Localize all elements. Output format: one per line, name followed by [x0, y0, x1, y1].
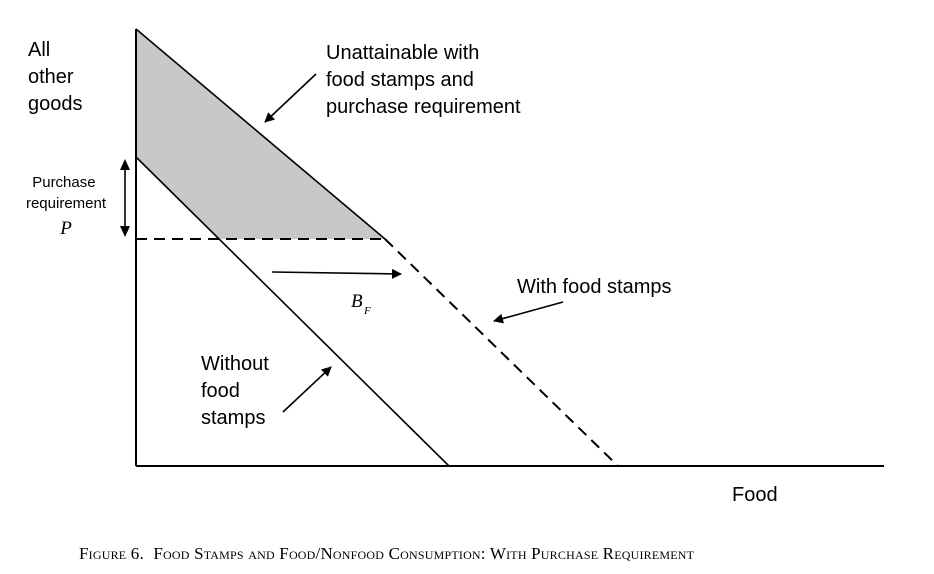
figure-title: Food Stamps and Food/Nonfood Consumption…: [153, 544, 694, 563]
figure-caption: Figure 6. Food Stamps and Food/Nonfood C…: [79, 544, 695, 563]
y-axis-label-line: goods: [28, 93, 83, 115]
x-axis-label: Food: [732, 484, 778, 506]
benefit-subscript: F: [363, 305, 371, 317]
y-axis-label-line: other: [28, 66, 74, 88]
bracket-arrow-up: [120, 159, 130, 170]
with-food-stamps-label: With food stamps: [517, 276, 672, 298]
unattainable-pointer-arrow: [264, 73, 317, 123]
with-food-stamps-dashed-line: [384, 238, 619, 467]
without-food-stamps-label: Without food stamps: [201, 353, 274, 429]
purchase-requirement-label: Purchase requirement: [26, 174, 107, 212]
without-food-stamps-line: stamps: [201, 407, 265, 429]
without-food-stamps-line: food: [201, 380, 240, 402]
unattainable-boundary-line: [135, 28, 386, 240]
bracket-arrow-down: [120, 226, 130, 237]
without-food-stamps-line: [135, 156, 450, 467]
purchase-requirement-line: requirement: [26, 195, 107, 212]
figure-number: Figure 6.: [79, 544, 144, 563]
unattainable-annotation-line: purchase requirement: [326, 96, 521, 118]
purchase-requirement-line: Purchase: [32, 174, 95, 191]
purchase-symbol: P: [59, 218, 72, 239]
unattainable-annotation-line: Unattainable with: [326, 42, 479, 64]
with-food-stamps-pointer-arrow: [493, 301, 564, 324]
unattainable-annotation: Unattainable with food stamps and purcha…: [326, 42, 521, 118]
y-axis-label: All other goods: [28, 39, 83, 115]
without-food-stamps-line: Without: [201, 353, 269, 375]
unattainable-annotation-line: food stamps and: [326, 69, 474, 91]
without-food-stamps-pointer-arrow: [282, 366, 332, 413]
benefit-shift-arrow: [271, 268, 402, 279]
y-axis-label-line: All: [28, 39, 50, 61]
benefit-symbol: B: [351, 291, 363, 312]
